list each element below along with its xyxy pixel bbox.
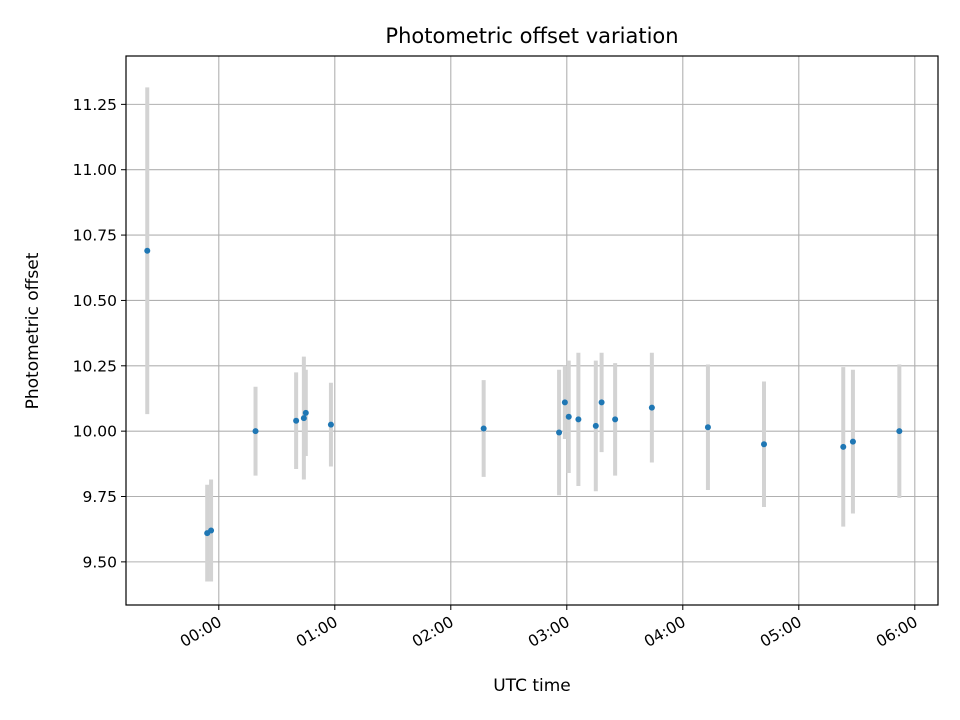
data-markers [144, 247, 903, 537]
x-axis-label: UTC time [493, 676, 571, 696]
data-point [561, 399, 568, 406]
y-axis-ticks: 9.50 9.75 10.00 10.25 10.50 10.75 11.00 11.25 [73, 96, 126, 571]
chart-title: Photometric offset variation [385, 24, 678, 48]
data-point [612, 416, 619, 423]
y-tick-label: 9.75 [82, 488, 117, 506]
data-point [592, 422, 599, 429]
y-tick-label: 10.75 [73, 227, 117, 245]
y-tick-label: 11.25 [73, 96, 117, 114]
y-axis-label: Photometric offset [23, 252, 43, 409]
data-point [840, 443, 847, 450]
data-point [480, 425, 487, 432]
y-tick-label: 10.00 [73, 423, 117, 441]
plot-frame [125, 55, 939, 606]
data-point [208, 527, 215, 534]
data-point [327, 421, 334, 428]
data-point [704, 424, 711, 431]
y-tick-label: 10.50 [73, 292, 117, 310]
data-point [293, 417, 300, 424]
data-point [896, 428, 903, 435]
data-point [648, 404, 655, 411]
data-point [761, 441, 767, 448]
data-point [252, 428, 259, 435]
data-point [575, 416, 582, 423]
data-point [302, 409, 309, 416]
data-point [598, 399, 605, 406]
data-point [300, 415, 307, 422]
y-tick-label: 11.00 [73, 161, 117, 179]
y-tick-label: 9.50 [82, 553, 117, 571]
y-tick-label: 10.25 [73, 357, 117, 375]
data-point [556, 429, 563, 436]
data-point [144, 247, 151, 254]
data-point [565, 413, 572, 420]
grid [126, 56, 938, 605]
data-point [849, 438, 856, 445]
